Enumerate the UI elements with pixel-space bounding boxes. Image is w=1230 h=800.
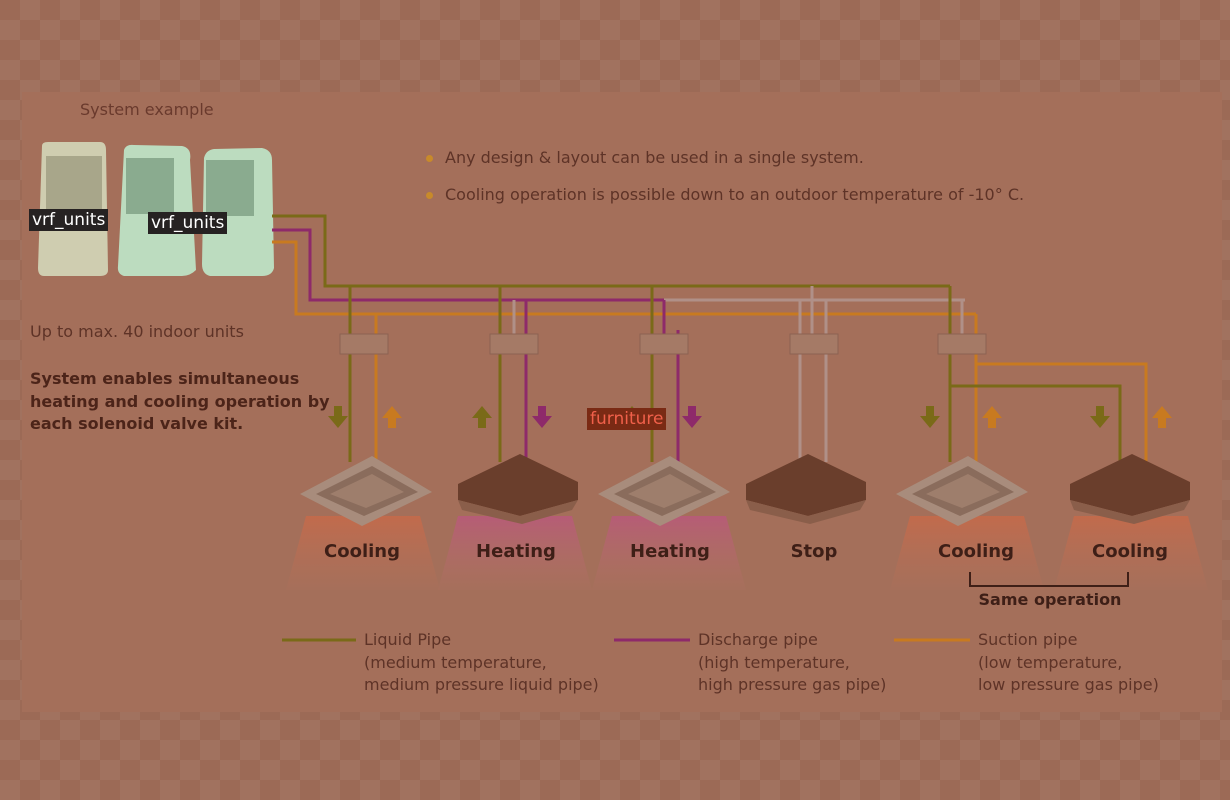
solenoid-valve-kits (339, 333, 987, 355)
liquid-pipe-main (272, 214, 950, 288)
same-operation-bracket (969, 572, 1129, 587)
legend-suction-pipe: Suction pipe (low temperature, low press… (978, 629, 1159, 697)
indoor-unit-5 (896, 456, 1028, 526)
valve-kit (789, 333, 839, 355)
pipe-network (272, 214, 1148, 462)
mode-label-unit-3: Heating (630, 541, 710, 562)
max-indoor-units-text: Up to max. 40 indoor units (30, 322, 244, 341)
legend-detail-2: low pressure gas pipe) (978, 675, 1159, 694)
vrf-units-label-2: vrf_units (148, 212, 228, 234)
legend-detail-2: medium pressure liquid pipe) (364, 675, 599, 694)
indoor-unit-1 (300, 456, 432, 526)
legend-detail-2: high pressure gas pipe) (698, 675, 887, 694)
valve-kit (937, 333, 987, 355)
flow-arrows (328, 406, 1172, 428)
valve-kit (339, 333, 389, 355)
vrf-units-label-1: vrf_units (29, 209, 109, 231)
mode-label-unit-5: Cooling (938, 541, 1014, 562)
indoor-unit-6 (1070, 454, 1190, 524)
bullet-cooling-temperature: Cooling operation is possible down to an… (426, 185, 1024, 204)
bullet-dot (426, 192, 433, 199)
bullet-text: Cooling operation is possible down to an… (445, 185, 1025, 204)
outdoor-unit-2 (117, 144, 274, 276)
indoor-unit-2 (458, 454, 578, 524)
mode-label-unit-2: Heating (476, 541, 556, 562)
mode-label-unit-4: Stop (790, 541, 838, 562)
indoor-unit-3 (598, 456, 730, 526)
system-example-title: System example (80, 100, 214, 119)
valve-kit (489, 333, 539, 355)
simultaneous-operation-text: System enables simultaneous heating and … (30, 369, 330, 433)
indoor-unit-4 (746, 454, 866, 524)
legend-name: Liquid Pipe (364, 630, 452, 649)
legend-name: Discharge pipe (698, 630, 818, 649)
legend-detail-1: (medium temperature, (364, 652, 547, 672)
furniture-label: furniture (587, 408, 667, 430)
legend-liquid-pipe: Liquid Pipe (medium temperature, medium … (364, 629, 599, 697)
legend-discharge-pipe: Discharge pipe (high temperature, high p… (698, 629, 886, 697)
discharge-pipe-main (272, 228, 664, 302)
bullet-dot (426, 155, 433, 162)
legend-name: Suction pipe (978, 630, 1078, 649)
air-beams (286, 516, 1208, 590)
same-operation-label: Same operation (978, 590, 1122, 609)
bullet-text: Any design & layout can be used in a sin… (445, 148, 864, 167)
legend-detail-1: (high temperature, (698, 652, 850, 672)
mode-label-unit-1: Cooling (324, 541, 400, 562)
suction-pipe-main (272, 240, 976, 316)
mode-label-unit-6: Cooling (1092, 541, 1168, 562)
legend-detail-1: (low temperature, (978, 652, 1123, 672)
bullet-design-layout: Any design & layout can be used in a sin… (426, 148, 864, 167)
valve-kit (639, 333, 689, 355)
